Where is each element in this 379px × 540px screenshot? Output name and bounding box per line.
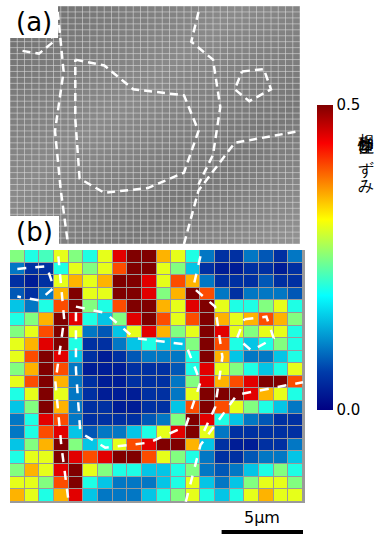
svg-text:0.0: 0.0 <box>337 401 361 419</box>
svg-text:0.5: 0.5 <box>337 96 361 114</box>
html-text:(b): (b) <box>16 217 53 247</box>
html-text:(a): (a) <box>16 7 53 37</box>
html-text:相当塑性ひずみ: 相当塑性ひずみ <box>357 120 376 188</box>
svg-text:5μm: 5μm <box>244 508 280 527</box>
